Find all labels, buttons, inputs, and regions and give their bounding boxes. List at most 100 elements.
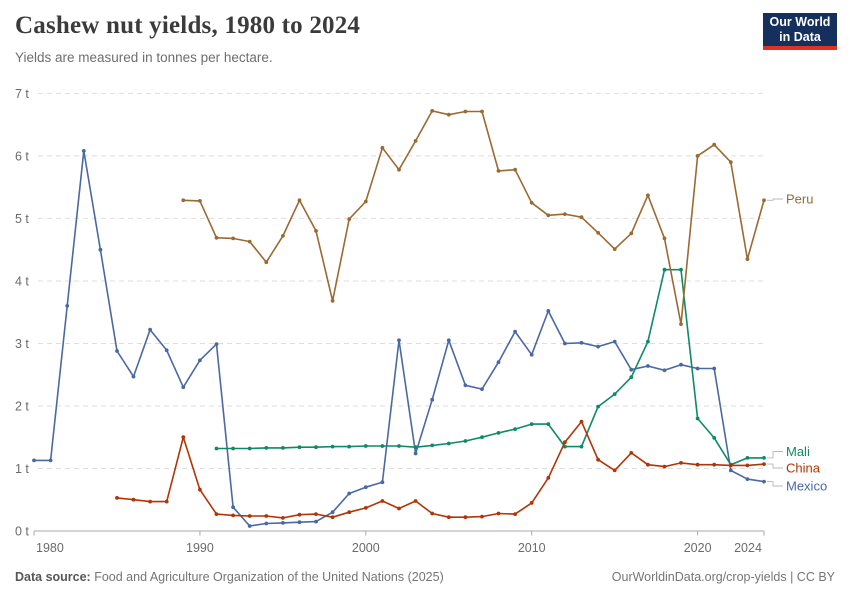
data-point-china[interactable]: [281, 516, 285, 520]
data-point-peru[interactable]: [380, 145, 385, 150]
data-point-china[interactable]: [115, 496, 119, 500]
data-point-mexico[interactable]: [115, 349, 119, 353]
data-point-mexico[interactable]: [596, 344, 600, 349]
data-point-mexico[interactable]: [662, 368, 667, 373]
data-point-peru[interactable]: [281, 234, 285, 238]
data-point-mali[interactable]: [446, 441, 451, 446]
data-point-mexico[interactable]: [314, 519, 318, 524]
data-point-china[interactable]: [231, 513, 236, 518]
data-point-china[interactable]: [529, 501, 534, 505]
data-point-china[interactable]: [712, 462, 717, 467]
data-point-china[interactable]: [563, 440, 567, 445]
data-point-mexico[interactable]: [181, 385, 186, 390]
series-line-china[interactable]: [116, 420, 765, 519]
data-point-peru[interactable]: [695, 154, 700, 158]
data-point-china[interactable]: [164, 499, 169, 504]
data-point-mali[interactable]: [762, 456, 766, 460]
data-point-mexico[interactable]: [48, 458, 53, 463]
data-point-china[interactable]: [314, 512, 318, 516]
data-point-peru[interactable]: [347, 217, 352, 222]
data-point-china[interactable]: [695, 462, 700, 467]
data-point-mexico[interactable]: [297, 520, 302, 525]
data-point-china[interactable]: [513, 512, 517, 516]
data-point-mexico[interactable]: [629, 367, 634, 372]
data-point-mali[interactable]: [480, 435, 484, 440]
data-point-china[interactable]: [463, 515, 468, 520]
data-point-china[interactable]: [662, 464, 667, 469]
data-point-mexico[interactable]: [745, 477, 750, 481]
data-point-china[interactable]: [297, 512, 302, 517]
data-point-mexico[interactable]: [413, 451, 418, 456]
data-point-mexico[interactable]: [281, 521, 285, 525]
data-point-mexico[interactable]: [32, 458, 36, 463]
data-point-mexico[interactable]: [264, 521, 269, 526]
data-point-china[interactable]: [347, 510, 352, 515]
series-label-mali[interactable]: Mali: [786, 444, 810, 459]
data-point-mali[interactable]: [679, 267, 683, 272]
data-point-mexico[interactable]: [679, 362, 683, 367]
data-point-mali[interactable]: [214, 446, 219, 451]
data-point-mali[interactable]: [314, 445, 318, 450]
data-point-mexico[interactable]: [546, 309, 551, 313]
data-point-china[interactable]: [446, 515, 451, 520]
data-point-peru[interactable]: [728, 160, 733, 165]
data-point-china[interactable]: [430, 511, 435, 516]
data-point-mali[interactable]: [529, 422, 534, 426]
data-point-peru[interactable]: [563, 212, 567, 217]
data-point-peru[interactable]: [629, 231, 634, 236]
data-point-peru[interactable]: [646, 193, 650, 198]
data-point-mali[interactable]: [247, 446, 252, 451]
data-point-peru[interactable]: [330, 299, 335, 303]
data-point-china[interactable]: [646, 462, 650, 467]
data-point-mexico[interactable]: [480, 387, 484, 391]
data-point-mexico[interactable]: [712, 366, 717, 371]
data-point-peru[interactable]: [480, 109, 484, 114]
data-point-peru[interactable]: [264, 260, 269, 265]
data-point-mexico[interactable]: [247, 524, 252, 528]
data-point-peru[interactable]: [579, 215, 584, 220]
data-point-peru[interactable]: [314, 229, 318, 233]
data-point-mali[interactable]: [281, 446, 285, 450]
data-point-mali[interactable]: [513, 427, 517, 431]
data-point-mexico[interactable]: [81, 149, 86, 153]
data-point-china[interactable]: [745, 463, 750, 468]
data-point-mexico[interactable]: [98, 247, 103, 252]
data-point-mexico[interactable]: [231, 505, 236, 510]
data-point-peru[interactable]: [679, 322, 683, 326]
data-point-mali[interactable]: [695, 416, 700, 421]
data-point-china[interactable]: [496, 511, 501, 516]
data-point-peru[interactable]: [430, 109, 435, 113]
data-point-mexico[interactable]: [430, 397, 435, 402]
data-point-china[interactable]: [629, 451, 634, 455]
data-point-peru[interactable]: [214, 235, 219, 240]
series-label-mexico[interactable]: Mexico: [786, 479, 827, 494]
data-point-mexico[interactable]: [164, 348, 169, 353]
series-line-peru[interactable]: [182, 110, 765, 325]
data-point-peru[interactable]: [231, 236, 236, 241]
data-point-peru[interactable]: [745, 257, 750, 261]
data-point-peru[interactable]: [463, 109, 468, 114]
data-point-china[interactable]: [596, 457, 600, 462]
data-point-mexico[interactable]: [563, 341, 567, 346]
data-point-peru[interactable]: [198, 199, 202, 203]
data-point-china[interactable]: [148, 499, 153, 504]
data-point-peru[interactable]: [513, 167, 517, 172]
data-point-china[interactable]: [363, 506, 368, 510]
data-point-peru[interactable]: [762, 198, 766, 203]
data-point-mexico[interactable]: [646, 364, 650, 368]
data-point-mexico[interactable]: [446, 338, 451, 343]
data-point-mali[interactable]: [629, 375, 634, 380]
data-point-china[interactable]: [181, 435, 186, 440]
data-point-mexico[interactable]: [347, 491, 352, 496]
data-point-mali[interactable]: [363, 444, 368, 448]
data-point-china[interactable]: [131, 497, 136, 502]
data-point-china[interactable]: [480, 514, 484, 519]
series-line-mali[interactable]: [215, 268, 765, 466]
data-point-china[interactable]: [247, 514, 252, 518]
data-point-mali[interactable]: [413, 445, 418, 450]
data-point-mali[interactable]: [745, 456, 750, 460]
data-point-china[interactable]: [214, 512, 219, 516]
data-point-mexico[interactable]: [131, 374, 136, 379]
data-point-peru[interactable]: [662, 236, 667, 241]
data-point-china[interactable]: [413, 499, 418, 503]
